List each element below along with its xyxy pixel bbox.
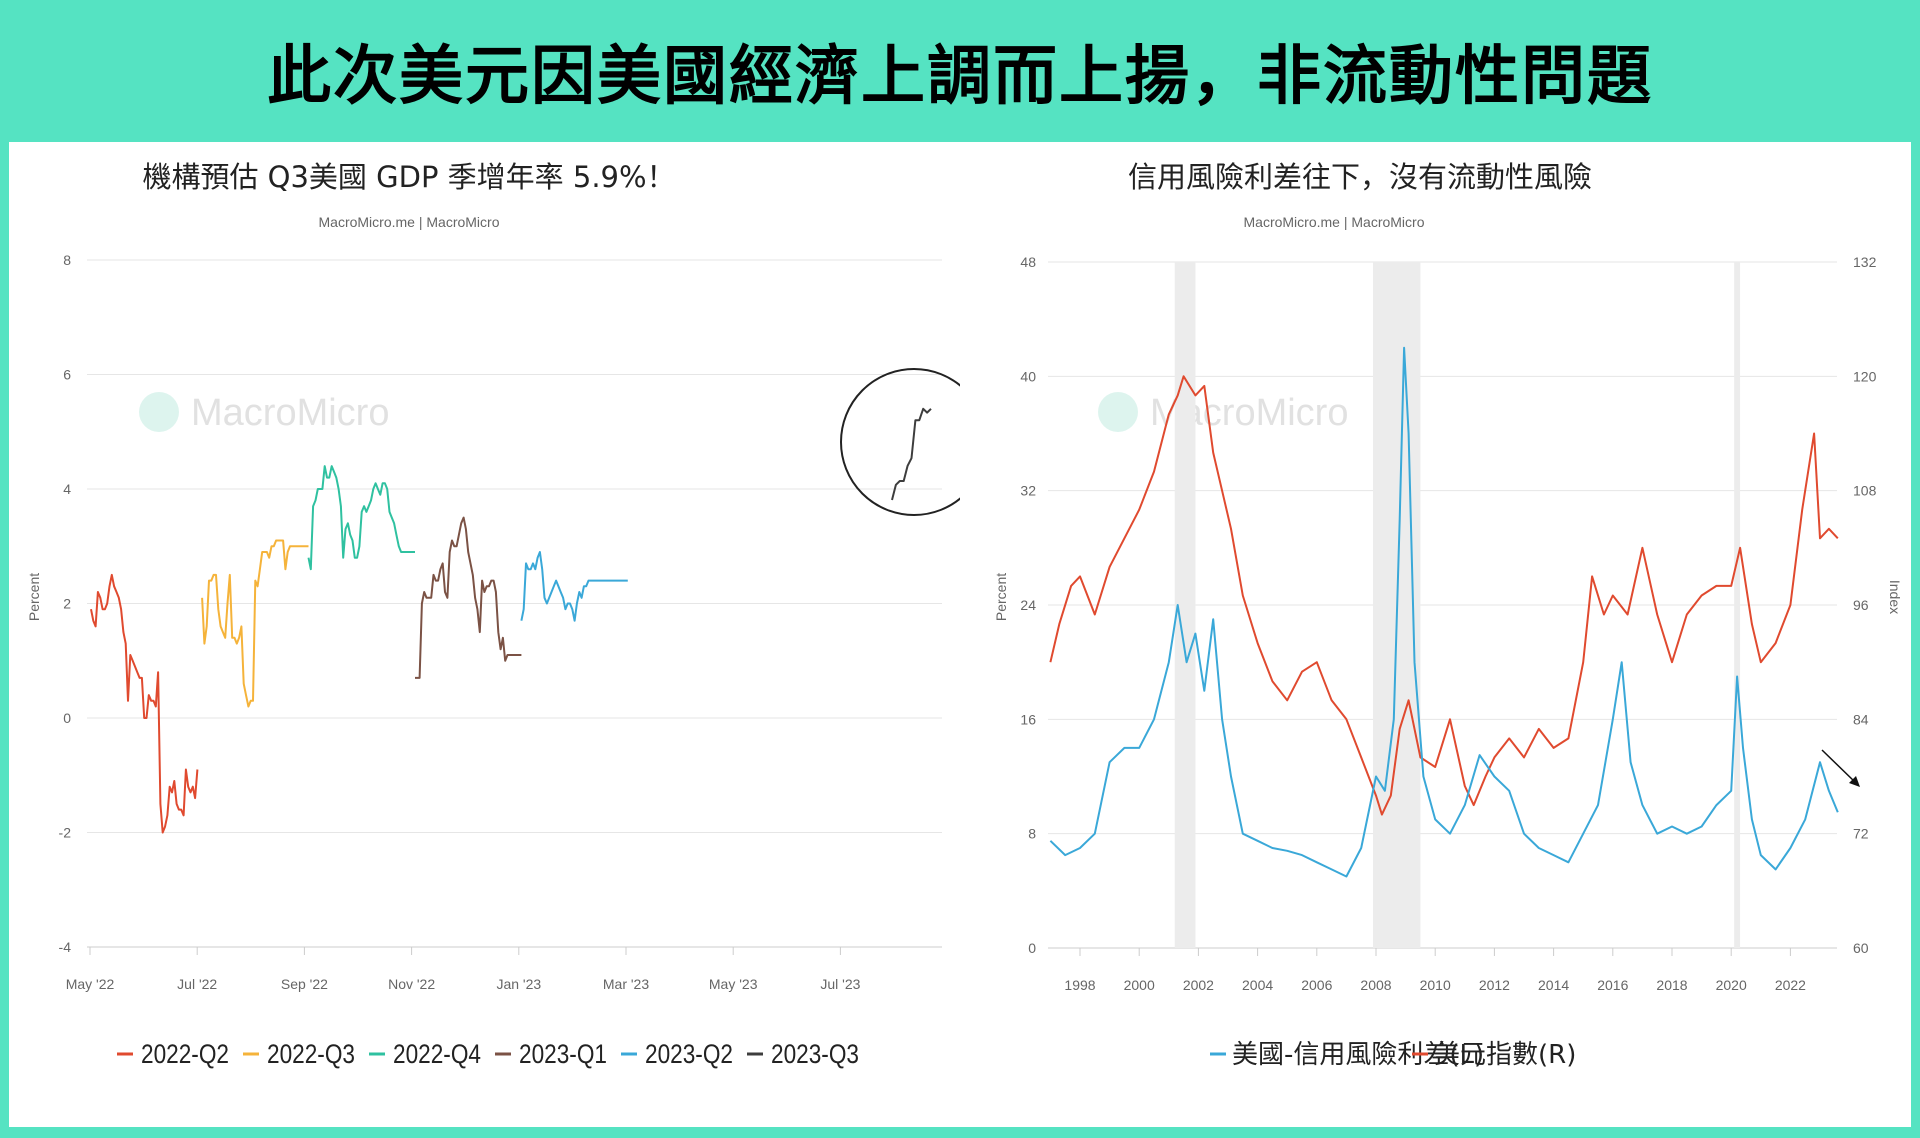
legend-item[interactable]: 2023-Q3 (747, 1039, 859, 1069)
y-tick-label-left: 8 (1028, 826, 1036, 842)
x-tick-label: 2004 (1242, 977, 1273, 993)
page-title: 此次美元因美國經濟上調而上揚，非流動性問題 (267, 40, 1653, 114)
legend-label: 2023-Q1 (519, 1039, 607, 1069)
legend-item[interactable]: 2022-Q4 (369, 1039, 481, 1069)
x-tick-label: 2002 (1183, 977, 1214, 993)
y-axis-label-right: Index (1887, 580, 1903, 614)
banner: 此次美元因美國經濟上調而上揚，非流動性問題 (0, 0, 1920, 142)
x-tick-label: Nov '22 (388, 976, 435, 992)
y-tick-label: 0 (63, 710, 71, 726)
legend-label: 美元指數(R) (1434, 1040, 1576, 1070)
y-tick-label: 6 (63, 367, 71, 383)
recession-band (1174, 262, 1196, 948)
x-tick-label: Jan '23 (496, 976, 541, 992)
legend-item[interactable]: 2022-Q2 (117, 1039, 229, 1069)
legend-label: 2022-Q2 (141, 1039, 229, 1069)
legend-item[interactable]: 2023-Q2 (621, 1039, 733, 1069)
legend-item[interactable]: 美國-信用風險利差(L) (1210, 1040, 1484, 1070)
y-tick-label-left: 24 (1020, 597, 1036, 613)
arrow-shaft (1821, 749, 1857, 784)
x-tick-label: Jul '23 (820, 976, 860, 992)
legend-item[interactable]: 2022-Q3 (243, 1039, 355, 1069)
x-tick-label: 2014 (1538, 977, 1569, 993)
chart-title: 機構預估 Q3美國 GDP 季增年率 5.9%！ (142, 160, 675, 194)
watermark-logo-icon (1098, 392, 1138, 432)
y-tick-label-left: 16 (1020, 711, 1036, 727)
arrow-head (1849, 776, 1860, 787)
x-tick-label: 1998 (1064, 977, 1095, 993)
legend-label: 2022-Q3 (267, 1039, 355, 1069)
x-tick-label: Sep '22 (281, 976, 328, 992)
watermark-text: MacroMicro (191, 392, 389, 434)
x-tick-label: 2022 (1775, 977, 1806, 993)
y-tick-label-right: 108 (1853, 483, 1877, 499)
y-tick-label-right: 120 (1853, 368, 1877, 384)
legend-label: 2022-Q4 (393, 1039, 481, 1069)
x-tick-label: 2000 (1124, 977, 1155, 993)
series-line-2022-q3 (201, 539, 309, 708)
y-tick-label-left: 40 (1020, 368, 1036, 384)
chart-source: MacroMicro.me | MacroMicro (1244, 214, 1425, 230)
y-tick-label: 2 (63, 596, 71, 612)
series-line (1049, 375, 1839, 816)
chart-source: MacroMicro.me | MacroMicro (319, 214, 500, 230)
series-line-2022-q4 (307, 465, 415, 571)
series-line-2023-q2 (520, 551, 628, 622)
x-tick-label: 2008 (1360, 977, 1391, 993)
y-tick-label-right: 132 (1853, 254, 1877, 270)
y-tick-label: 4 (63, 481, 71, 497)
y-tick-label-right: 84 (1853, 711, 1869, 727)
recession-band (1734, 262, 1741, 948)
x-tick-label: May '23 (709, 976, 758, 992)
x-tick-label: Mar '23 (603, 976, 649, 992)
gdp-nowcast-chart: 機構預估 Q3美國 GDP 季增年率 5.9%！ MacroMicro.me |… (26, 160, 960, 1069)
y-tick-label-right: 60 (1853, 940, 1869, 956)
legend-label: 美國-信用風險利差(L) (1232, 1040, 1484, 1070)
trend-arrow-icon (1821, 749, 1860, 787)
x-tick-label: 2006 (1301, 977, 1332, 993)
x-tick-label: 2012 (1479, 977, 1510, 993)
x-tick-label: May '22 (66, 976, 115, 992)
y-tick-label-left: 32 (1020, 483, 1036, 499)
charts-panel: 機構預估 Q3美國 GDP 季增年率 5.9%！ MacroMicro.me |… (9, 142, 1911, 1127)
watermark: MacroMicro (1098, 392, 1348, 434)
legend-item[interactable]: 2023-Q1 (495, 1039, 607, 1069)
credit-spread-chart: 信用風險利差往下，沒有流動性風險 MacroMicro.me | MacroMi… (993, 160, 1903, 1070)
y-axis-label-left: Percent (993, 573, 1009, 621)
series-line-2022-q2 (90, 573, 199, 834)
series-line (1049, 346, 1839, 878)
chart-title: 信用風險利差往下，沒有流動性風險 (1128, 160, 1592, 194)
y-tick-label: -4 (59, 939, 72, 955)
series-line-2023-q3 (891, 407, 932, 501)
y-tick-label-right: 96 (1853, 597, 1869, 613)
x-tick-label: Jul '22 (177, 976, 217, 992)
x-tick-label: 2018 (1656, 977, 1687, 993)
y-tick-label: 8 (63, 252, 71, 268)
y-tick-label: -2 (59, 825, 72, 841)
legend-label: 2023-Q2 (645, 1039, 733, 1069)
watermark: MacroMicro (139, 392, 389, 434)
y-tick-label-left: 0 (1028, 940, 1036, 956)
legend-label: 2023-Q3 (771, 1039, 859, 1069)
y-tick-label-left: 48 (1020, 254, 1036, 270)
y-tick-label-right: 72 (1853, 826, 1869, 842)
x-tick-label: 2010 (1420, 977, 1451, 993)
y-axis-label: Percent (26, 573, 42, 621)
legend-item[interactable]: 美元指數(R) (1412, 1040, 1576, 1070)
x-tick-label: 2016 (1597, 977, 1628, 993)
highlight-circle (840, 368, 960, 516)
series-line-2023-q1 (415, 516, 522, 679)
x-tick-label: 2020 (1716, 977, 1747, 993)
watermark-logo-icon (139, 392, 179, 432)
